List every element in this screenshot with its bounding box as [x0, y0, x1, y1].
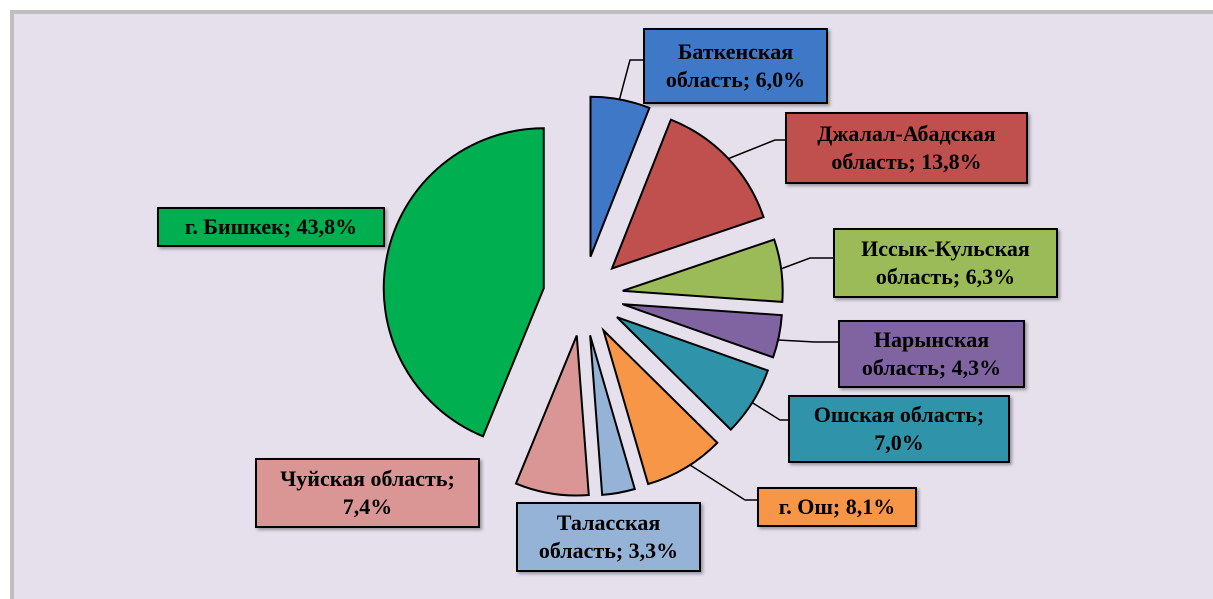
data-label: Иссык-Кульская область; 6,3% — [833, 228, 1058, 298]
data-label: Ошская область; 7,0% — [788, 395, 1010, 463]
leader-line — [747, 399, 790, 421]
data-label: г. Ош; 8,1% — [757, 487, 917, 527]
leader-line — [777, 339, 838, 343]
pie-slice — [601, 326, 719, 486]
pie-slice — [622, 238, 784, 303]
leader-line — [617, 59, 643, 106]
data-label: Чуйская область; 7,4% — [255, 458, 480, 528]
pie-slice — [610, 118, 765, 271]
pie-slice — [514, 335, 590, 497]
pie-slice — [616, 316, 770, 432]
leader-line — [689, 464, 757, 501]
leader-line — [777, 257, 833, 271]
pie-slice — [382, 127, 545, 438]
pie-slice — [589, 95, 651, 258]
leader-lines — [617, 59, 838, 501]
data-label: Таласская область; 3,3% — [516, 502, 701, 572]
data-label: Нарынская область; 4,3% — [838, 320, 1025, 388]
leader-line — [724, 139, 787, 161]
data-label: г. Бишкек; 43,8% — [157, 207, 385, 247]
pie-slice — [589, 335, 637, 496]
data-label: Джалал-Абадская область; 13,8% — [785, 112, 1028, 184]
data-label: Баткенская область; 6,0% — [643, 28, 828, 104]
pie-slice — [621, 303, 783, 359]
